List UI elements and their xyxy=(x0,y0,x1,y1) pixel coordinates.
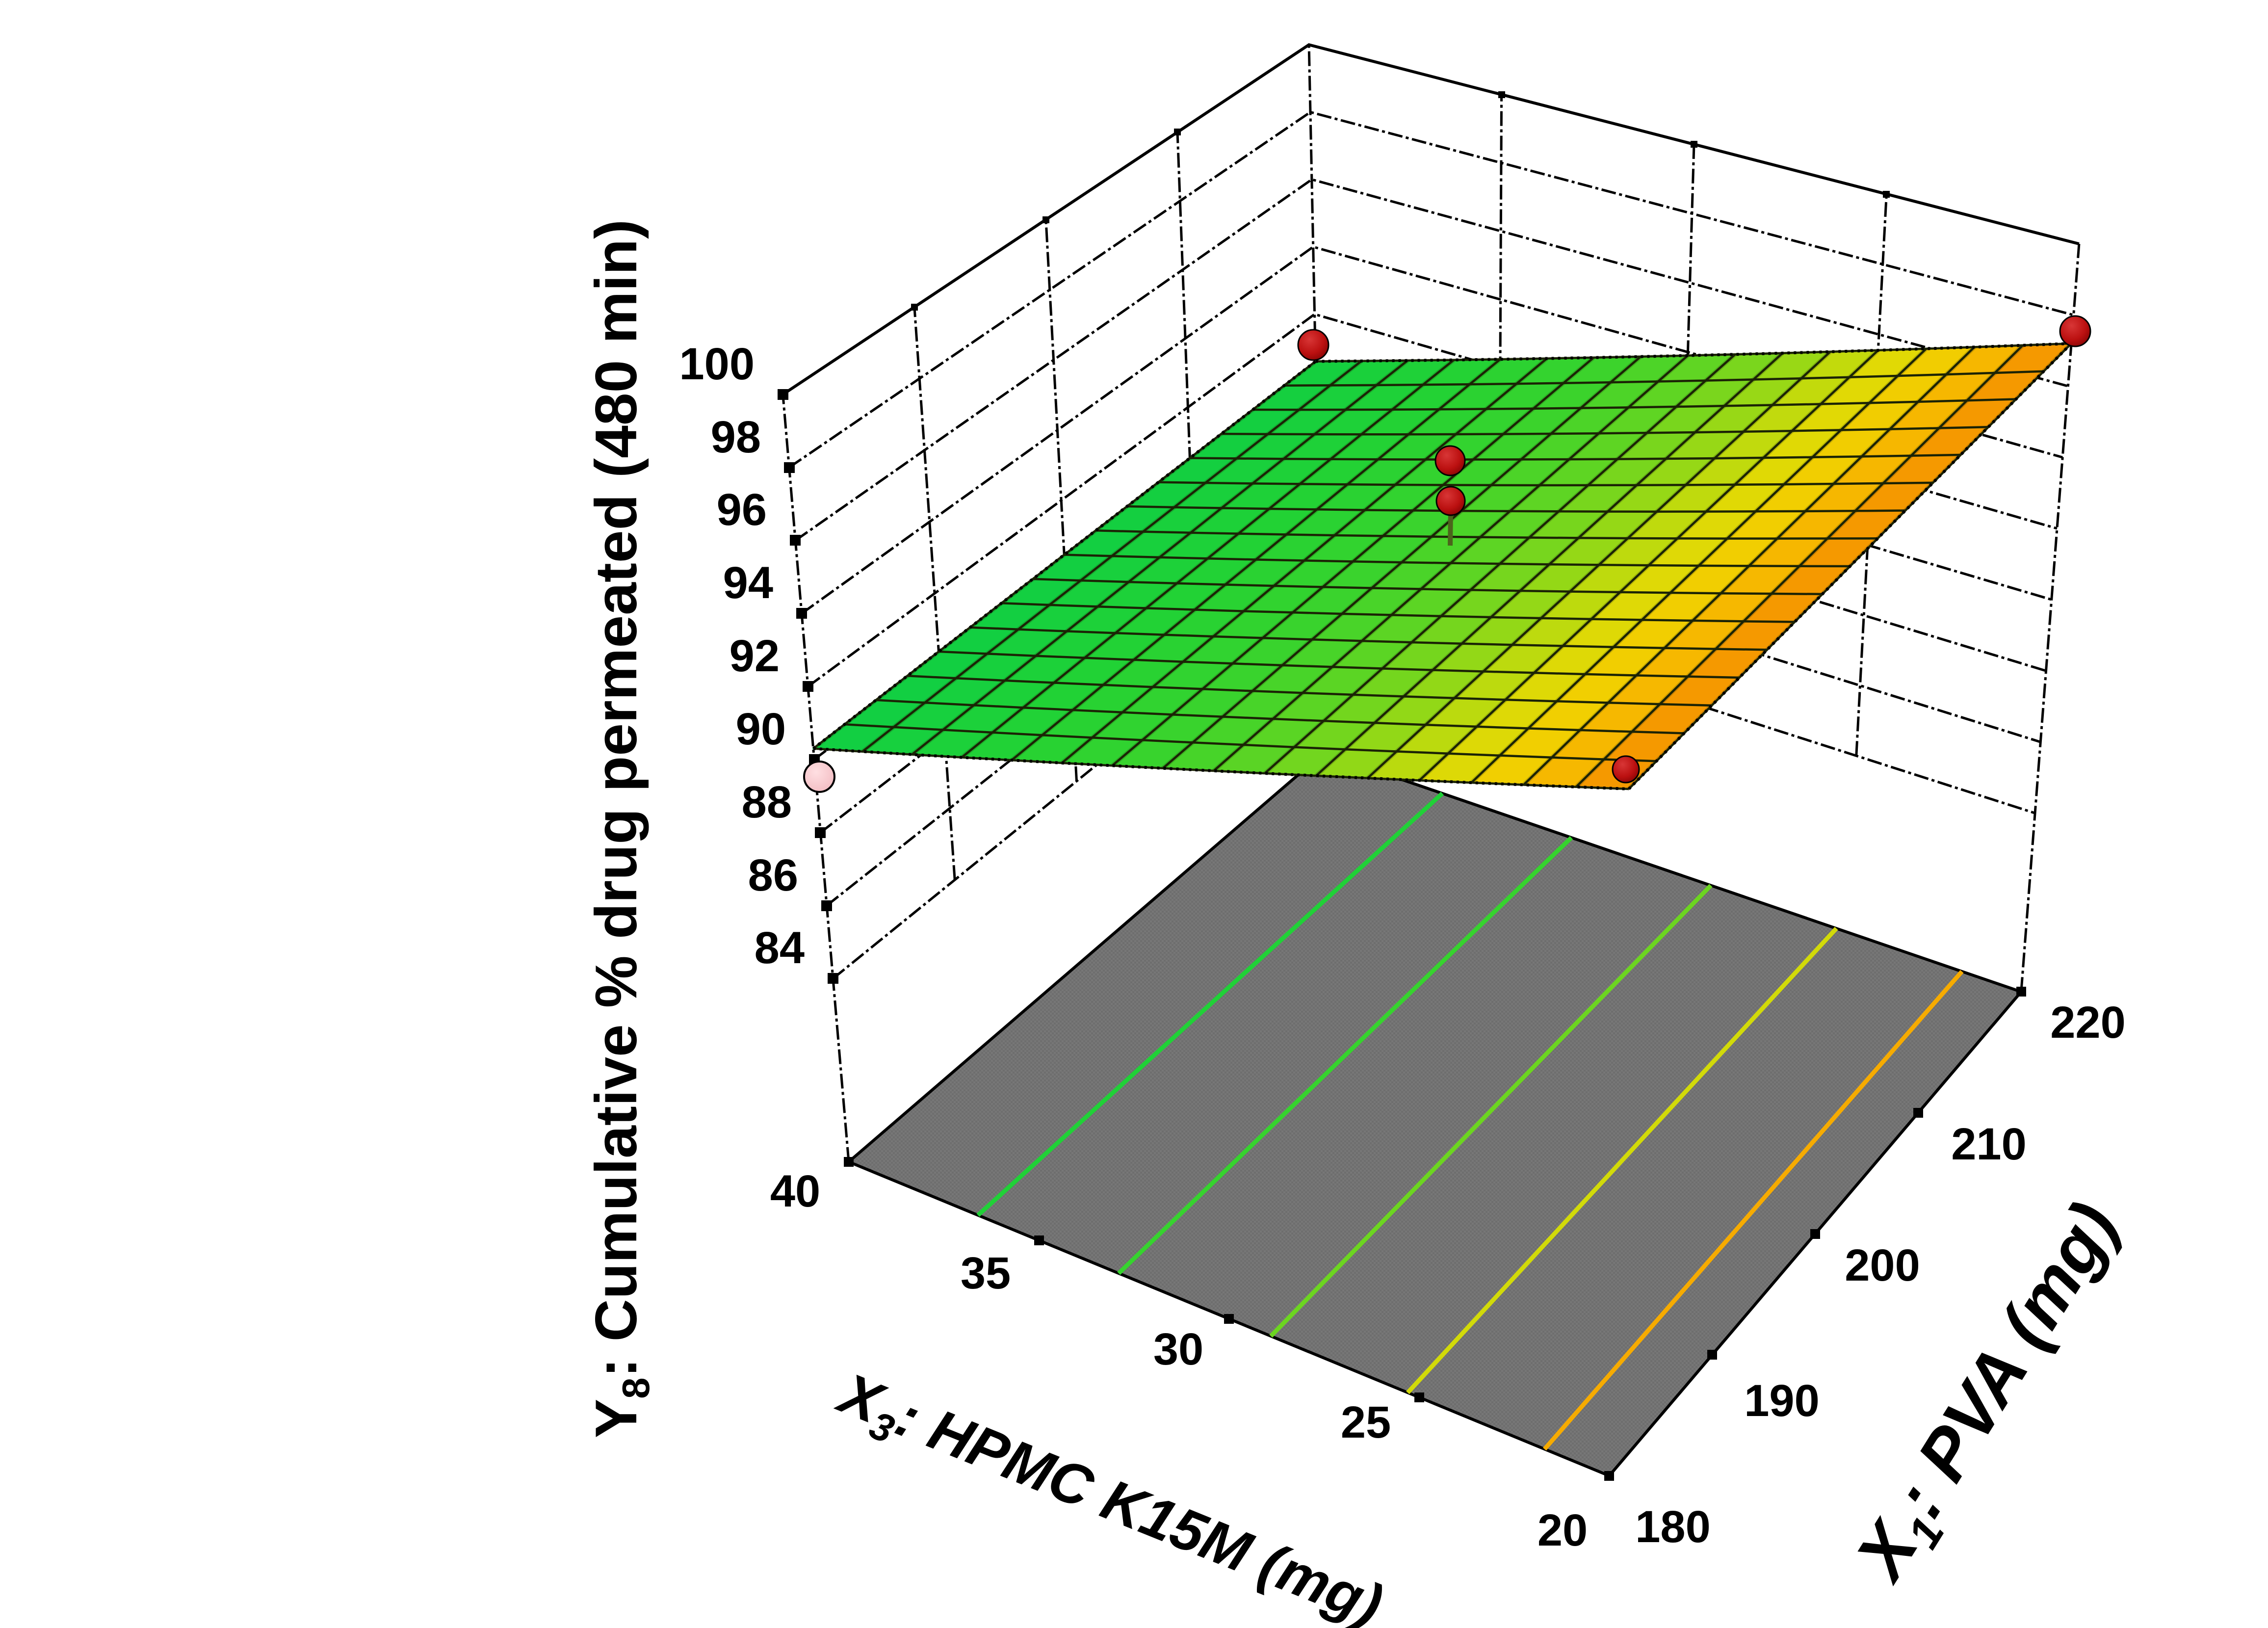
svg-text:98: 98 xyxy=(711,412,761,462)
svg-text:86: 86 xyxy=(748,850,798,900)
svg-text:35: 35 xyxy=(961,1248,1011,1298)
svg-text:90: 90 xyxy=(736,704,786,754)
svg-text:180: 180 xyxy=(1635,1502,1711,1552)
svg-text:96: 96 xyxy=(717,485,767,535)
svg-text:100: 100 xyxy=(679,339,755,389)
svg-text:94: 94 xyxy=(723,558,773,608)
svg-text:84: 84 xyxy=(755,923,805,973)
svg-text:92: 92 xyxy=(730,631,780,681)
svg-text:Y8: Cumulative % drug permeate: Y8: Cumulative % drug permeated (480 min… xyxy=(583,219,657,1438)
svg-text:20: 20 xyxy=(1538,1505,1588,1555)
svg-text:40: 40 xyxy=(770,1166,820,1216)
svg-text:200: 200 xyxy=(1845,1240,1920,1290)
svg-text:88: 88 xyxy=(742,777,792,827)
svg-text:25: 25 xyxy=(1341,1397,1391,1447)
svg-text:190: 190 xyxy=(1744,1376,1820,1426)
svg-text:30: 30 xyxy=(1153,1324,1203,1374)
svg-text:220: 220 xyxy=(2050,998,2126,1048)
svg-text:210: 210 xyxy=(1951,1119,2027,1169)
